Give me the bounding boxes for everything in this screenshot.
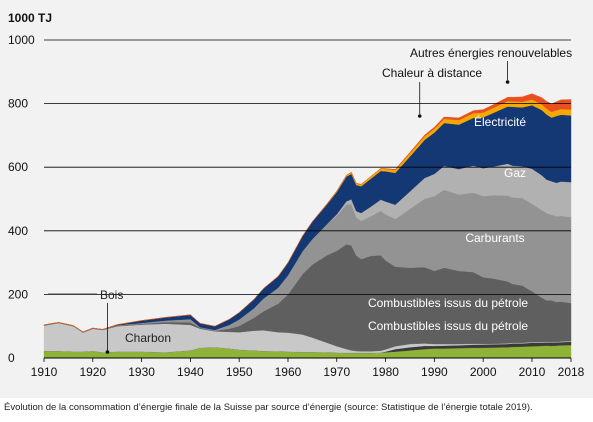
x-tick-label-1970: 1970 (323, 365, 350, 379)
label-combustibles-liquides: Combustibles issus du pétrole (368, 319, 528, 333)
label-gaz: Gaz (504, 166, 526, 180)
label-carburants: Carburants (465, 231, 524, 245)
leader-dot-chaleur-distance (417, 114, 422, 118)
energy-area-chart: 0 200 400 600 800 1000 1910 1920 1930 1940 1950 196… (8, 11, 585, 379)
y-tick-label-200: 200 (8, 287, 28, 301)
area-autres-energies-renouvelables-8 (43, 93, 572, 333)
x-tick-label-2010: 2010 (519, 365, 546, 379)
x-tick-label-2000: 2000 (470, 365, 497, 379)
label-combustibles-petrole: Combustibles issus du pétrole (368, 296, 528, 310)
label-chaleur-distance: Chaleur à distance (382, 66, 482, 80)
label-autres-renouvelables: Autres énergies renouvelables (410, 46, 572, 60)
x-tick-label-1920: 1920 (79, 365, 106, 379)
x-tick-label-1910: 1910 (31, 365, 58, 379)
x-tick-label-1950: 1950 (226, 365, 253, 379)
chart-panel: 0 200 400 600 800 1000 1910 1920 1930 1940 1950 196… (0, 0, 593, 398)
label-bois: Bois (100, 288, 123, 302)
label-electricite: Électricité (474, 114, 526, 129)
y-tick-label-400: 400 (8, 224, 28, 238)
x-tick-label-1980: 1980 (372, 365, 399, 379)
x-tick-label-2018: 2018 (558, 365, 585, 379)
x-tick-label-1930: 1930 (128, 365, 155, 379)
y-tick-label-0: 0 (8, 351, 15, 365)
y-tick-label-800: 800 (8, 97, 28, 111)
y-tick-label-1000: 1000 (8, 33, 35, 47)
x-tick-label-1960: 1960 (275, 365, 302, 379)
y-unit-label: 1000 TJ (8, 11, 52, 25)
x-tick-label-1990: 1990 (421, 365, 448, 379)
label-charbon: Charbon (125, 331, 171, 345)
x-tick-label-1940: 1940 (177, 365, 204, 379)
y-tick-label-600: 600 (8, 160, 28, 174)
leader-dot-autres-renouvelables (505, 80, 510, 84)
leader-dot-bois (105, 350, 110, 354)
chart-caption: Évolution de la consommation d’énergie f… (4, 402, 533, 413)
